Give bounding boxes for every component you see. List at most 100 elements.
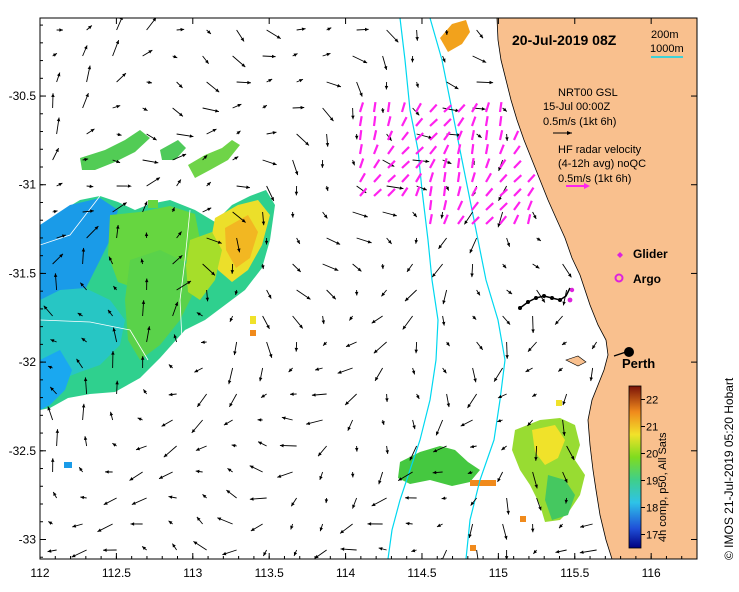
radar-arrow [443, 144, 450, 155]
radar-arrow [414, 186, 421, 197]
arrow-head [481, 107, 486, 111]
radar-arrow [499, 215, 508, 225]
arrow-head [538, 506, 542, 511]
arrow-head [321, 320, 326, 325]
x-tick-label: 115.5 [560, 566, 589, 580]
arrow-head [236, 130, 241, 135]
arrow-head [156, 177, 160, 181]
radar-arrow [443, 131, 451, 141]
glider-legend-scale: 0.5m/s (1kt 6h) [543, 116, 616, 128]
radar-arrow [499, 173, 508, 183]
arrow-head [411, 548, 416, 553]
arrow-head [141, 300, 146, 304]
arrow-head [589, 377, 593, 382]
radar-arrow [527, 187, 535, 197]
radar-arrow [359, 187, 368, 197]
arrow-head [444, 31, 449, 35]
arrow-head [115, 380, 119, 385]
arrow-head [59, 28, 63, 32]
x-tick-label: 116 [642, 566, 661, 580]
arrow-head [570, 455, 575, 460]
arrow-head [234, 291, 239, 295]
arrow-head [112, 443, 117, 447]
arrow-head [193, 541, 198, 545]
y-tick-label: -30.5 [9, 89, 37, 103]
sst-patch-west [40, 190, 275, 410]
arrow-head [469, 249, 473, 254]
arrow-head [112, 327, 116, 332]
arrow-head [467, 470, 472, 475]
radar-arrow [485, 202, 494, 211]
radar-arrow [372, 101, 377, 113]
arrow-head [272, 161, 277, 166]
argo-icon [614, 273, 624, 283]
arrow-head [442, 58, 446, 63]
arrow-head [319, 475, 323, 480]
radar-arrow [443, 104, 453, 113]
arrow-head [371, 502, 376, 507]
arrow-head [122, 202, 127, 206]
arrow-head [359, 92, 363, 97]
arrow-head [136, 446, 141, 451]
radar-arrow [470, 172, 476, 183]
arrow-head [261, 394, 266, 398]
arrow-head [373, 349, 378, 354]
arrow-head [564, 499, 569, 504]
arrow-head [249, 465, 254, 469]
arrow-head [53, 209, 58, 214]
arrow-head [140, 258, 144, 263]
arrow-head [201, 340, 205, 344]
arrow-head [43, 305, 48, 310]
arrow-head [415, 83, 419, 88]
radar-arrow [429, 118, 439, 127]
bathymetry-contours [40, 18, 506, 559]
island [565, 355, 587, 367]
arrow-head [142, 546, 147, 550]
arrow-head [52, 53, 57, 57]
arrow-head [87, 25, 92, 30]
arrow-head [381, 109, 385, 114]
arrow-head [205, 59, 209, 64]
radar-arrow [470, 143, 475, 155]
arrow-head [191, 428, 196, 433]
depth-legend: 200m 1000m [650, 29, 684, 58]
arrow-head [148, 80, 152, 85]
arrow-head [177, 231, 182, 236]
arrow-head [541, 298, 545, 303]
radar-arrow [513, 130, 520, 141]
arrow-head [346, 343, 351, 347]
colorbar-ticks: 17 18 19 20 21 22 [641, 395, 658, 542]
radar-arrow [429, 158, 436, 169]
arrow-head [144, 278, 149, 283]
radar-arrow [470, 157, 475, 169]
arrow-head [325, 142, 330, 147]
arrow-head [47, 549, 52, 553]
arrow-head [240, 37, 245, 42]
arrow-head [144, 232, 149, 237]
radar-arrow [526, 200, 533, 211]
arrow-head [288, 368, 293, 373]
radar-arrow [471, 102, 479, 113]
arrow-head [506, 510, 510, 515]
arrow-head [385, 450, 389, 454]
arrow-head [416, 394, 420, 399]
radar-arrow [485, 187, 494, 197]
radar-arrow [485, 216, 494, 225]
arrow-head [217, 240, 222, 244]
arrow-head [143, 389, 147, 394]
arrow-head [182, 153, 187, 158]
current-arrow [476, 549, 479, 559]
arrow-head [293, 53, 298, 57]
arrow-head [122, 73, 126, 77]
arrow-head [325, 187, 329, 191]
arrow-head [241, 218, 246, 223]
arrow-head [47, 365, 52, 370]
glider-label: Glider [633, 247, 668, 261]
arrow-head [215, 88, 220, 93]
arrow-head [107, 309, 112, 314]
arrow-head [80, 495, 85, 500]
radar-arrow [358, 143, 363, 155]
arrow-head [441, 496, 446, 500]
arrow-head [384, 85, 389, 90]
radar-arrow [457, 103, 466, 113]
